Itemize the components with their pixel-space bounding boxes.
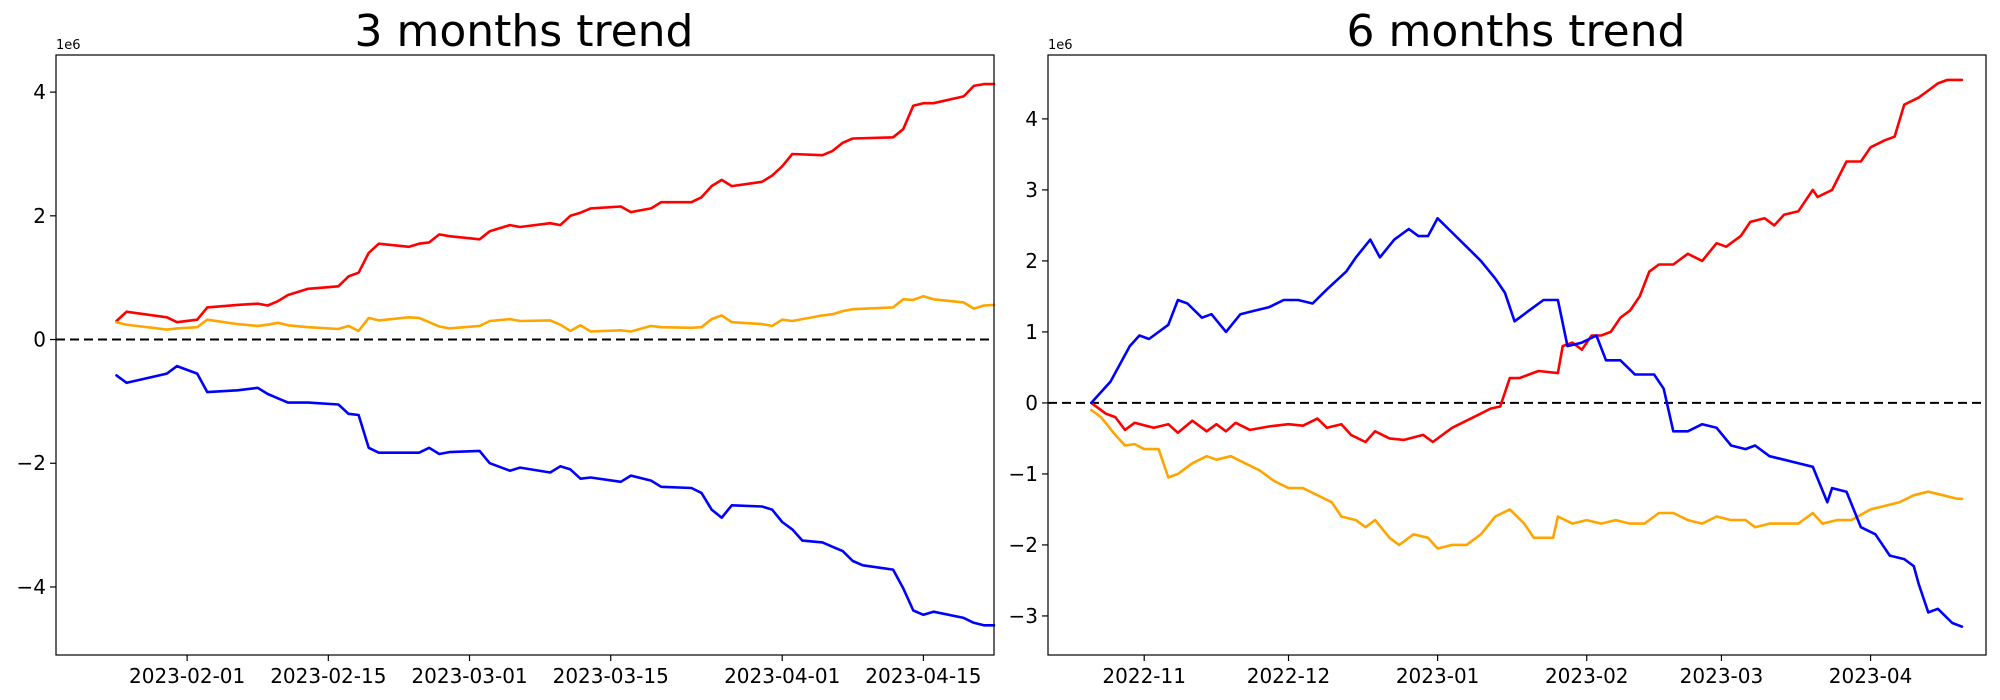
x-tick-label: 2023-02-15 (270, 664, 386, 688)
y-tick-label: −2 (17, 451, 46, 475)
y-tick-label: 4 (1025, 107, 1038, 131)
x-tick-label: 2023-01 (1396, 664, 1480, 688)
plot-frame (1047, 54, 1987, 656)
y-axis: −4 −2 0 2 4 (17, 80, 56, 599)
y-tick-label: 0 (33, 328, 46, 352)
x-tick-label: 2023-04 (1829, 664, 1913, 688)
x-axis: 2023-02-01 2023-02-15 2023-03-01 2023-03-15… (129, 655, 982, 688)
y-tick-label: −1 (1009, 462, 1038, 486)
x-tick-label: 2023-02-01 (129, 664, 245, 688)
y-offset-label: 1e6 (56, 38, 81, 53)
series-lines (1090, 78, 1964, 628)
y-tick-label: 3 (1025, 178, 1038, 202)
y-tick-label: 0 (1025, 391, 1038, 415)
series-line (1090, 78, 1964, 444)
x-tick-label: 2022-11 (1102, 664, 1186, 688)
series-line (115, 294, 996, 333)
chart-title: 3 months trend (355, 6, 694, 57)
x-tick-label: 2023-03-01 (411, 664, 527, 688)
y-offset-label: 1e6 (1048, 38, 1073, 53)
y-tick-label: 4 (33, 80, 46, 104)
chart-6-months: 6 months trend 1e6 2022-11 2022-12 2023-01… (1009, 6, 1987, 688)
x-tick-label: 2023-02 (1545, 664, 1629, 688)
series-line (1090, 408, 1964, 550)
series-line (1090, 217, 1964, 628)
chart-title: 6 months trend (1347, 6, 1686, 57)
x-axis: 2022-11 2022-12 2023-01 2023-02 2023-03 2023-… (1102, 655, 1912, 688)
y-tick-label: −3 (1009, 604, 1038, 628)
x-tick-label: 2023-04-15 (865, 664, 981, 688)
x-tick-label: 2023-04-01 (724, 664, 840, 688)
x-tick-label: 2022-12 (1247, 664, 1331, 688)
x-tick-label: 2023-03-15 (553, 664, 669, 688)
x-tick-label: 2023-03 (1680, 664, 1764, 688)
y-tick-label: −2 (1009, 533, 1038, 557)
y-axis: −3 −2 −1 0 1 2 3 4 (1009, 107, 1048, 628)
y-tick-label: 2 (1025, 249, 1038, 273)
chart-3-months: 3 months trend 1e6 2023-02-01 2023-02-15 2… (17, 6, 996, 688)
y-tick-label: −4 (17, 575, 46, 599)
y-tick-label: 1 (1025, 320, 1038, 344)
y-tick-label: 2 (33, 204, 46, 228)
plot-frame (55, 54, 995, 656)
series-line (115, 364, 996, 627)
series-line (115, 82, 996, 324)
series-lines (115, 82, 996, 627)
